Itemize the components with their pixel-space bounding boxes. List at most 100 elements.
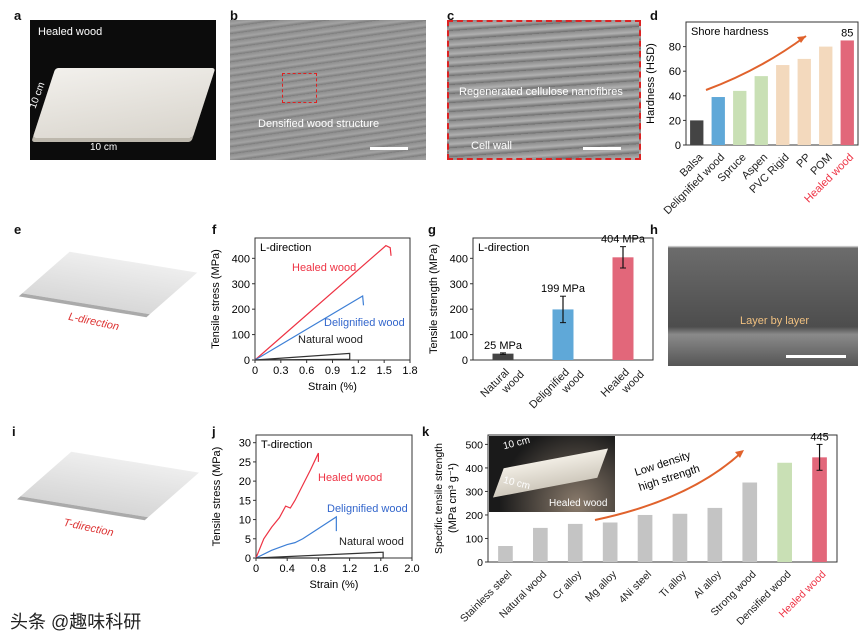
panel-label-d: d (650, 8, 658, 23)
y-tick-label: 400 (232, 253, 250, 265)
panel-label-h: h (650, 222, 658, 237)
y-axis-label: Hardness (HSD) (645, 43, 657, 124)
value-label: 85 (841, 27, 853, 39)
bar-cr-alloy (567, 523, 583, 562)
y-tick-label: 100 (232, 330, 250, 342)
x-axis-label: Strain (%) (310, 579, 359, 591)
y-tick-label: 10 (239, 515, 251, 527)
panel-label-a: a (14, 8, 22, 23)
zoom-box (282, 73, 317, 103)
y-tick-label: 100 (465, 533, 483, 545)
x-tick-label: 1.5 (377, 365, 392, 377)
panel-label-j: j (212, 424, 216, 439)
bar-pom (819, 46, 833, 145)
y-axis-label: Tensile strength (MPa) (428, 244, 440, 354)
y-tick-label: 0 (462, 355, 468, 367)
x-tick-label: Al alloy (691, 568, 724, 601)
scale-bar (583, 147, 621, 150)
value-label: 199 MPa (541, 283, 586, 295)
panel-label-k: k (422, 424, 430, 439)
y-tick-label: 80 (669, 42, 681, 54)
x-tick-label: Cr alloy (551, 568, 585, 602)
y-tick-label: 25 (239, 457, 251, 469)
y-tick-label: 200 (465, 510, 483, 522)
dim-bottom: 10 cm (90, 142, 118, 153)
chart-title: L-direction (260, 242, 311, 254)
bar-al-alloy (707, 507, 723, 562)
y-tick-label: 5 (245, 534, 251, 546)
bar-4ni-steel (637, 514, 653, 562)
y-tick-label: 200 (232, 304, 250, 316)
bar-ti-alloy (672, 513, 688, 562)
trend-arrow (705, 35, 807, 91)
bar-pvc-rigid (776, 65, 790, 145)
x-tick-label: Healedwood (599, 360, 647, 408)
curve-delignified-wood (254, 294, 365, 361)
chart-title: L-direction (478, 242, 529, 254)
series-label-healed: Healed wood (318, 472, 382, 484)
value-label: 25 MPa (484, 340, 523, 352)
curve-natural-wood (254, 352, 351, 361)
y-tick-label: 200 (450, 304, 468, 316)
curve-natural-wood (255, 551, 384, 559)
x-tick-label: Naturalwood (478, 360, 526, 408)
bar-balsa (690, 120, 704, 145)
sem-caption: Densified wood structure (258, 118, 380, 130)
bar-healed-wood (840, 40, 854, 146)
x-tick-label: 1.2 (351, 365, 366, 377)
y-tick-label: 30 (239, 438, 251, 450)
panel-label-c: c (447, 8, 455, 23)
healed-wood-inset-photo: 10 cm 10 cm Healed wood (489, 436, 615, 512)
y-tick-label: 20 (669, 115, 681, 127)
plot-frame (487, 434, 838, 563)
bar-aspen (754, 76, 768, 145)
y-tick-label: 0 (477, 557, 483, 569)
arrow-head (797, 36, 806, 43)
y-axis-label: Tensile stress (MPa) (210, 249, 222, 349)
bar-strong-wood (742, 482, 758, 562)
value-label: 445 (810, 431, 828, 443)
bar-densified-wood (777, 462, 792, 562)
plot-frame (685, 21, 859, 146)
series-label-natural: Natural wood (339, 536, 404, 548)
x-tick-label: Mg alloy (583, 568, 620, 605)
bar-natural-wood (533, 527, 548, 562)
x-tick-label: 0 (253, 563, 259, 575)
chart-title: T-direction (261, 439, 312, 451)
bar-delignified-wood (552, 309, 574, 360)
y-tick-label: 0 (675, 140, 681, 152)
arrow-head (735, 450, 744, 458)
y-tick-label: 500 (465, 439, 483, 451)
y-tick-label: 300 (465, 486, 483, 498)
label-nanofibres: Regenerated cellulose nanofibres (459, 86, 623, 98)
y-axis-label-units: (MPa cm³ g⁻¹) (447, 463, 459, 533)
panel-label-f: f (212, 222, 217, 237)
inset-dim-1: 10 cm (502, 436, 532, 453)
label-cell-wall: Cell wall (471, 140, 512, 152)
bar-delignified-wood (711, 97, 725, 145)
panel-label-g: g (428, 222, 436, 237)
x-tick-label: 0 (252, 365, 258, 377)
scale-bar (786, 355, 846, 358)
layer-label: Layer by layer (740, 315, 810, 327)
trend-arrow (594, 451, 743, 521)
y-tick-label: 300 (450, 279, 468, 291)
y-tick-label: 0 (245, 553, 251, 565)
healed-wood-photo: Healed wood 10 cm 10 cm (30, 20, 216, 160)
series-label-delignified: Delignified wood (327, 503, 408, 515)
y-tick-label: 0 (244, 355, 250, 367)
y-tick-label: 400 (465, 463, 483, 475)
y-tick-label: 60 (669, 66, 681, 78)
x-tick-label: Ti alloy (657, 568, 689, 600)
y-tick-label: 400 (450, 253, 468, 265)
inset-title: Healed wood (549, 498, 608, 509)
photo-title: Healed wood (38, 26, 103, 38)
series-label-natural: Natural wood (298, 334, 363, 346)
series-label-delignified: Delignified wood (324, 317, 405, 329)
y-tick-label: 20 (239, 476, 251, 488)
sem-image-densified: Densified wood structure (230, 20, 426, 160)
watermark: 头条 @趣味科研 (10, 612, 142, 632)
x-tick-label: 0.8 (311, 563, 326, 575)
sem-image-zoom: Regenerated cellulose nanofibres Cell wa… (447, 20, 641, 160)
